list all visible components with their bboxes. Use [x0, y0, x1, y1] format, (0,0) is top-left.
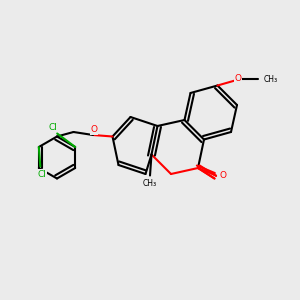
Text: CH₃: CH₃	[143, 178, 157, 188]
Text: Cl: Cl	[48, 123, 57, 132]
Text: CH₃: CH₃	[264, 75, 278, 84]
Text: O: O	[234, 74, 242, 83]
Text: Cl: Cl	[38, 169, 46, 178]
Text: O: O	[220, 171, 227, 180]
Text: O: O	[90, 125, 97, 134]
